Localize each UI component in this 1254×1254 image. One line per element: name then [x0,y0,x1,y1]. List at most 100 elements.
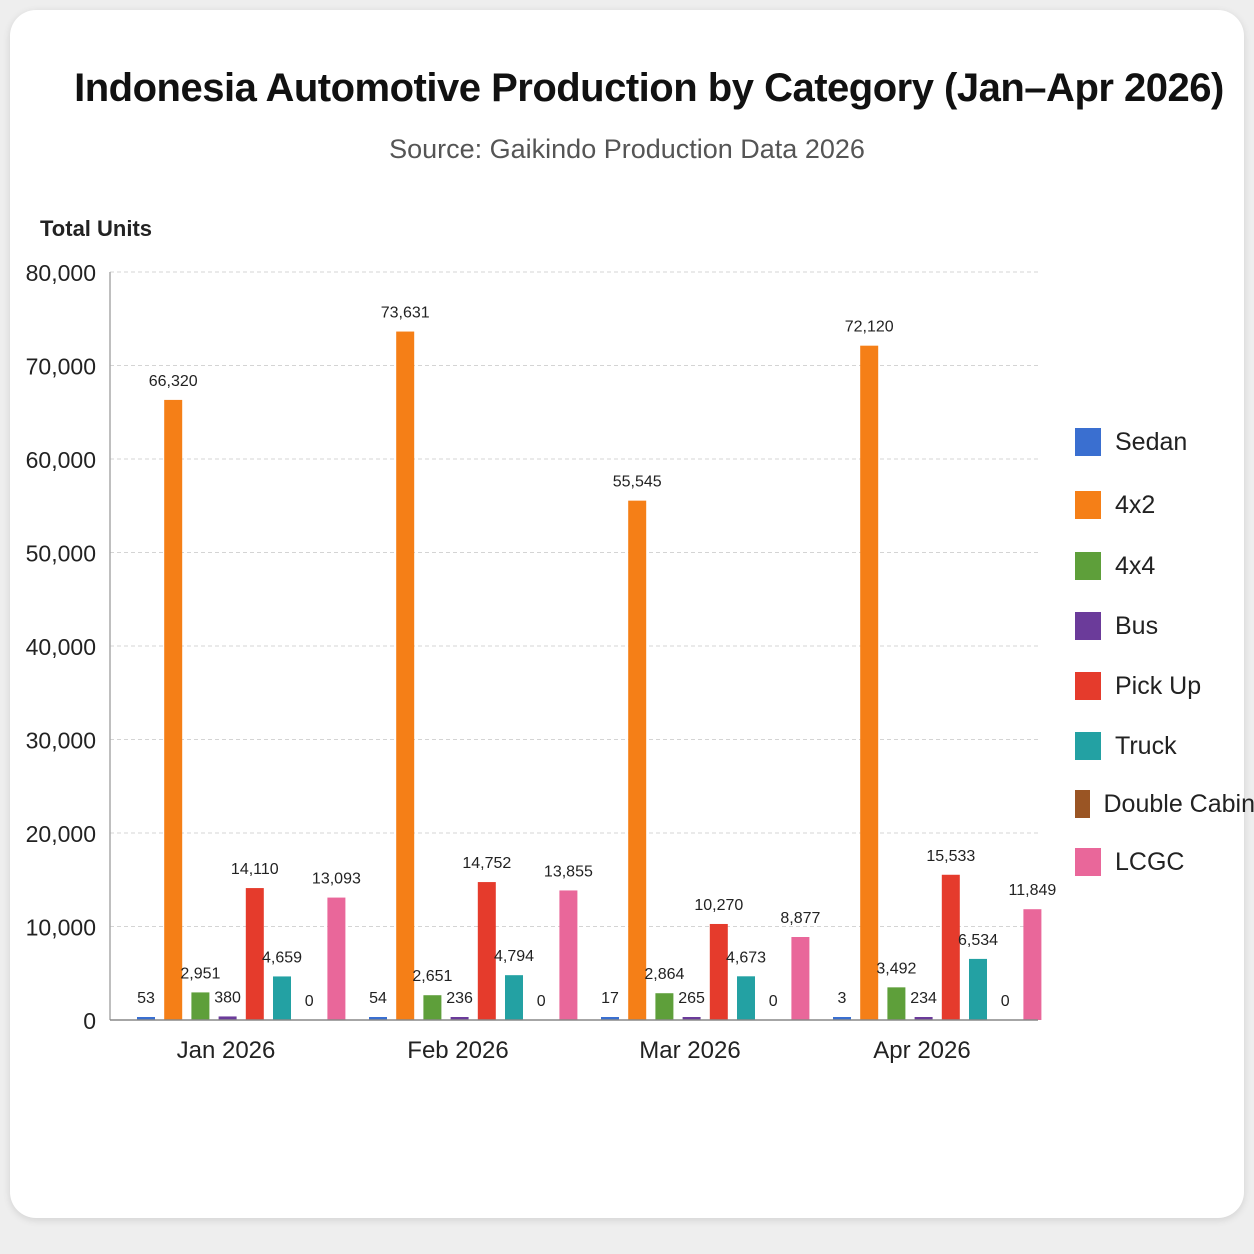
legend-label: LCGC [1115,847,1185,876]
axes: 0 10,000 20,000 30,000 40,000 50,000 60,000 70,… [26,216,1038,1064]
legend-label: Double Cabin [1103,789,1254,818]
legend-swatch [1075,732,1101,760]
bar-lcgc [791,937,810,1020]
legend-swatch [1075,672,1101,700]
data-label: 4,659 [262,949,302,966]
data-label: 17 [601,990,619,1007]
legend-swatch [1075,612,1101,640]
bar-lcgc [559,890,578,1020]
data-label: 2,651 [412,968,452,985]
bar-sedan [369,1017,387,1020]
data-label: 13,855 [544,863,593,880]
data-label: 4,794 [494,948,534,965]
data-label: 234 [910,990,937,1007]
x-tick-label: Apr 2026 [873,1037,970,1064]
bar-pick-up [709,923,728,1020]
bar-lcgc [327,897,346,1020]
legend-item-truck: Truck [1075,726,1254,766]
data-label: 0 [537,993,546,1010]
data-label: 13,093 [312,871,361,888]
data-label: 11,849 [1009,882,1057,899]
bar-4x2 [628,500,647,1020]
bar-bus [450,1017,469,1020]
data-label: 72,120 [845,319,894,336]
bar-bus [914,1017,933,1020]
bar-4x2 [396,331,415,1020]
data-label: 73,631 [381,305,430,322]
y-axis-title: Total Units [40,216,152,241]
y-tick-label: 60,000 [26,447,96,473]
bar-sedan [601,1017,619,1020]
data-label: 8,877 [780,910,820,927]
data-label: 3 [838,990,847,1007]
legend-swatch [1075,848,1101,876]
chart-title: Indonesia Automotive Production by Categ… [74,66,1224,110]
data-label: 10,270 [694,897,743,914]
legend-item-double-cabin: Double Cabin [1075,784,1254,824]
bar-4x2 [164,399,183,1021]
bar-4x2 [860,345,879,1021]
data-label: 3,492 [876,960,916,977]
bar-bus [218,1016,237,1020]
y-tick-label: 0 [83,1008,96,1034]
data-label: 0 [305,993,314,1010]
bar-4x4 [887,987,906,1020]
y-tick-label: 80,000 [26,260,96,286]
data-label: 14,110 [231,861,279,878]
legend-label: Truck [1115,731,1177,760]
bar-lcgc [1023,909,1042,1020]
data-label: 380 [214,989,241,1006]
bar-truck [505,975,523,1020]
bar-pick-up [941,874,960,1020]
bar-sedan [137,1017,155,1020]
legend-item-4x4: 4x4 [1075,546,1254,586]
x-tick-label: Feb 2026 [407,1037,508,1064]
chart-subtitle: Source: Gaikindo Production Data 2026 [389,134,865,164]
bar-pick-up [477,882,496,1020]
legend-swatch [1075,491,1101,519]
data-label: 53 [137,990,155,1007]
legend-item-4x2: 4x2 [1075,485,1254,525]
data-label: 6,534 [958,932,998,949]
data-label: 15,533 [926,848,975,865]
data-label: 2,951 [180,965,220,982]
legend-label: Pick Up [1115,671,1202,700]
legend-item-lcgc: LCGC [1075,842,1254,882]
bar-4x4 [423,995,442,1020]
y-tick-label: 50,000 [26,541,96,567]
y-tick-label: 70,000 [26,354,96,380]
bar-4x4 [655,993,674,1020]
data-label: 2,864 [644,966,684,983]
legend-label: 4x4 [1115,551,1156,580]
legend-label: Sedan [1115,427,1188,456]
bar-bus [682,1017,701,1020]
legend-swatch [1075,428,1101,456]
grid-lines [110,271,1038,927]
y-tick-label: 40,000 [26,634,96,660]
y-tick-label: 20,000 [26,821,96,847]
data-label: 236 [446,990,473,1007]
x-tick-label: Jan 2026 [177,1037,276,1064]
y-tick-label: 10,000 [26,915,96,941]
legend-swatch [1075,552,1101,580]
data-label: 55,545 [613,474,662,491]
legend-item-sedan: Sedan [1075,422,1254,462]
bars [137,331,1042,1021]
legend-label: 4x2 [1115,490,1156,519]
legend-item-bus: Bus [1075,606,1254,646]
bar-pick-up [245,888,264,1020]
legend-swatch [1075,790,1090,818]
bar-truck [737,976,755,1020]
bar-sedan [833,1017,851,1020]
data-label: 0 [769,993,778,1010]
x-tick-label: Mar 2026 [639,1037,740,1064]
data-labels: 53 66,320 2,951 380 14,110 4,659 0 13,093 54 73,6… [137,305,1056,1010]
data-label: 0 [1001,993,1010,1010]
legend-item-pick-up: Pick Up [1075,666,1254,706]
data-label: 4,673 [726,949,766,966]
data-label: 66,320 [149,373,198,390]
bar-truck [273,976,291,1020]
legend-label: Bus [1115,611,1159,640]
data-label: 14,752 [462,855,511,872]
bar-4x4 [191,992,210,1020]
